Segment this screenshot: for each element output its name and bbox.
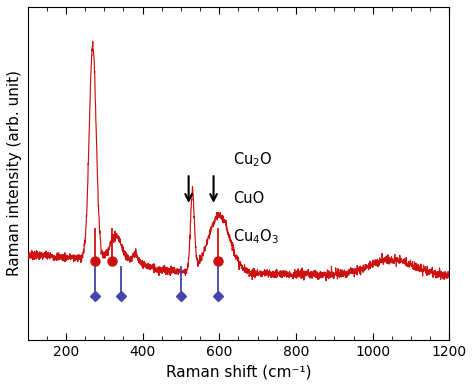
- Text: Cu$_4$O$_3$: Cu$_4$O$_3$: [233, 227, 279, 246]
- Text: Cu$_2$O: Cu$_2$O: [233, 151, 272, 169]
- X-axis label: Raman shift (cm⁻¹): Raman shift (cm⁻¹): [166, 364, 311, 379]
- Y-axis label: Raman intensity (arb. unit): Raman intensity (arb. unit): [7, 70, 22, 276]
- Text: CuO: CuO: [233, 191, 264, 206]
